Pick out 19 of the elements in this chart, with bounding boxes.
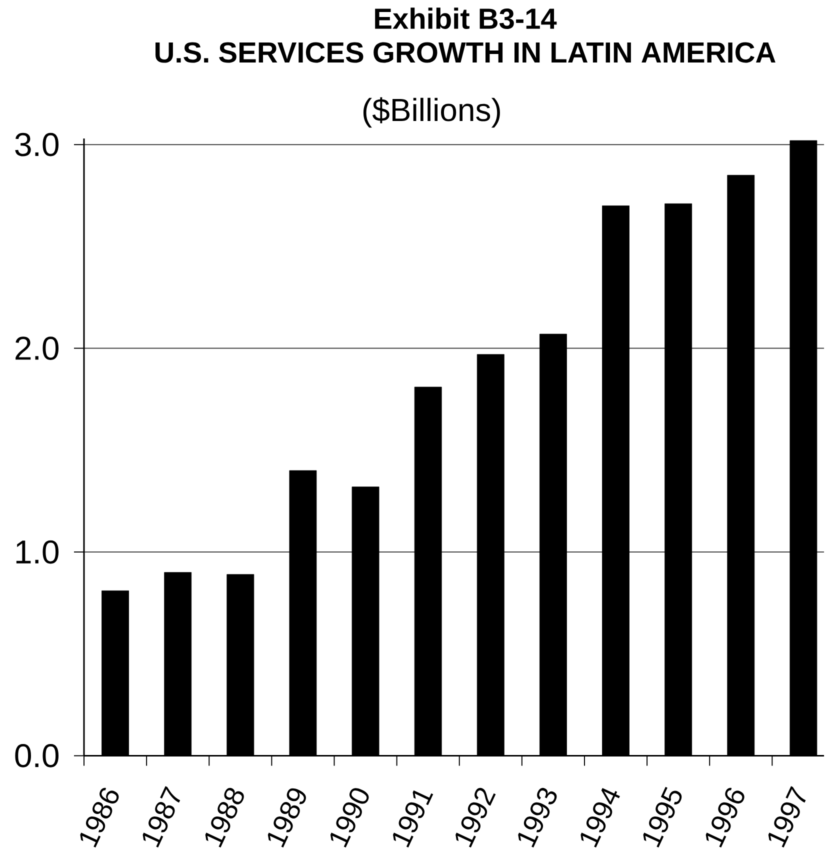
x-tick-label: 1997 [768,786,806,848]
y-tick-label: 3.0 [15,132,59,156]
y-axis-title: ($Billions) [363,97,500,128]
x-tick-label: 1991 [393,790,434,848]
chart-subtitle: U.S. SERVICES GROWTH IN LATIN AMERICA [156,42,776,63]
x-tick-label: 1987 [142,786,180,848]
y-tick-label: 1.0 [16,540,59,564]
x-tick-label: 1995 [643,786,682,848]
x-tick-label: 1990 [330,788,369,848]
x-tick-label: 1988 [205,788,244,848]
x-tick-label: 1994 [580,788,620,848]
x-tick-label: 1993 [518,788,557,848]
y-tick-label: 0.0 [15,744,59,768]
y-tick-label: 2.0 [16,336,59,360]
x-tick-label: 1996 [706,788,744,848]
x-tick-label: 1989 [268,788,306,848]
x-tick-label: 1986 [80,788,119,848]
x-tick-label: 1992 [456,788,496,848]
chart-title: Exhibit B3-14 [375,8,557,30]
